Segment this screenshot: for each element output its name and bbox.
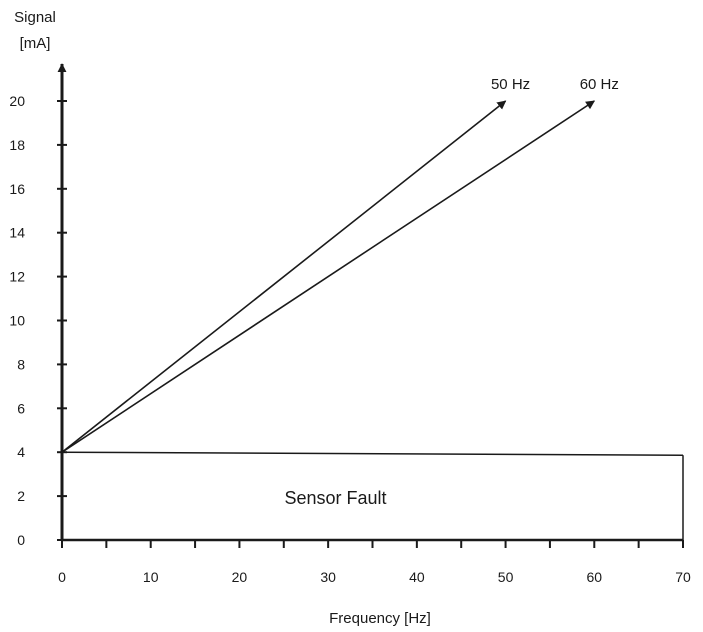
axes bbox=[57, 63, 683, 542]
x-axis-title: Frequency [Hz] bbox=[329, 610, 431, 627]
y-tick-label: 6 bbox=[17, 400, 25, 416]
x-tick-label: 10 bbox=[143, 569, 159, 585]
series-line bbox=[61, 100, 596, 453]
series-label: 60 Hz bbox=[580, 76, 619, 93]
region-label: Sensor Fault bbox=[284, 488, 386, 508]
y-tick-label: 14 bbox=[9, 225, 25, 241]
x-tick-label: 20 bbox=[232, 569, 248, 585]
x-tick-label: 50 bbox=[498, 569, 514, 585]
y-tick-label: 16 bbox=[9, 181, 25, 197]
y-axis-title-line1: Signal bbox=[14, 9, 56, 26]
y-tick-label: 18 bbox=[9, 137, 25, 153]
ticks: 0 2 4 6 8 10 12 14 16 18 20 0 10 20 30 40 50 60 70 bbox=[9, 93, 691, 585]
series-label: 50 Hz bbox=[491, 76, 530, 93]
y-tick-label: 12 bbox=[9, 269, 25, 285]
y-tick-label: 10 bbox=[9, 313, 25, 329]
y-tick-label: 4 bbox=[17, 444, 25, 460]
y-tick-label: 2 bbox=[17, 488, 25, 504]
x-tick-label: 30 bbox=[320, 569, 336, 585]
x-tick-label: 0 bbox=[58, 569, 66, 585]
y-axis-title-line2: [mA] bbox=[20, 35, 51, 52]
x-tick-label: 60 bbox=[586, 569, 602, 585]
x-tick-label: 40 bbox=[409, 569, 425, 585]
x-tick-label: 70 bbox=[675, 569, 691, 585]
y-tick-label: 20 bbox=[9, 93, 25, 109]
y-tick-label: 0 bbox=[17, 532, 25, 548]
regions-layer: Sensor Fault bbox=[61, 451, 684, 540]
series-line bbox=[61, 100, 507, 453]
series: 50 Hz 60 Hz bbox=[61, 76, 619, 453]
region-top-edge bbox=[61, 451, 684, 456]
y-tick-label: 8 bbox=[17, 356, 25, 372]
